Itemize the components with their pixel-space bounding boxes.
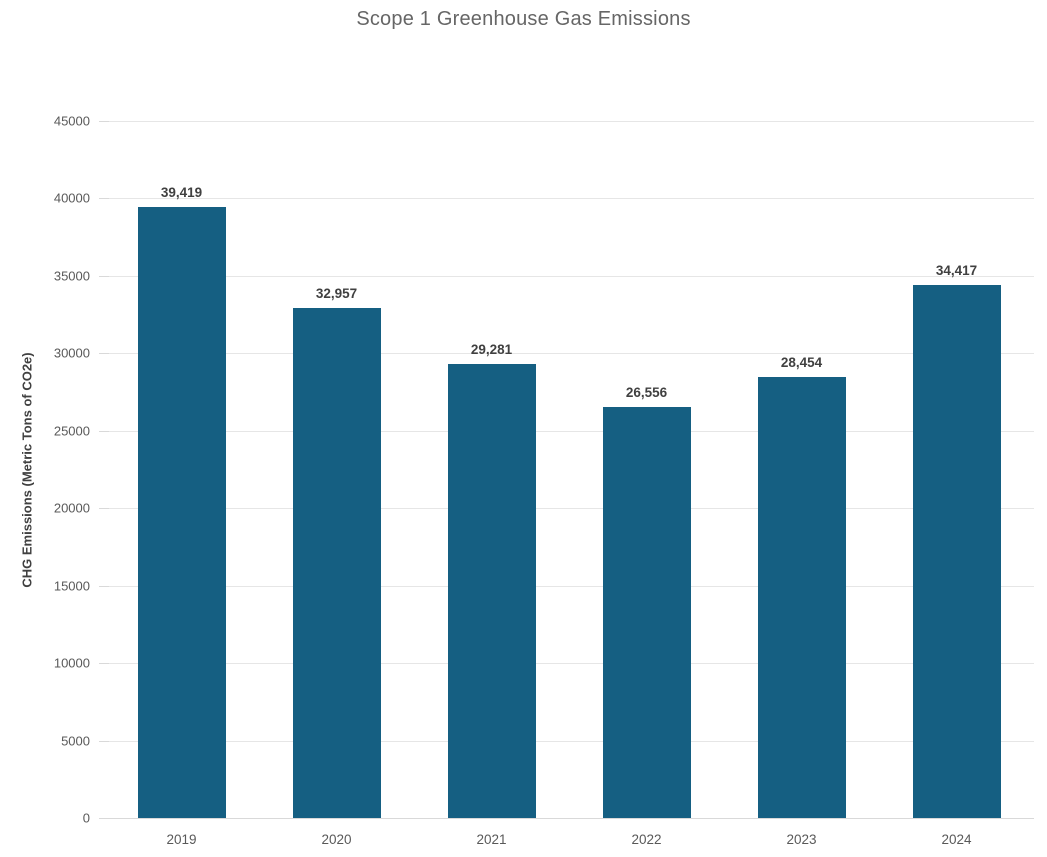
bar-value-label: 26,556: [625, 384, 668, 400]
y-tick-mark: [99, 508, 109, 510]
bar-2019: [137, 207, 226, 818]
y-tick-mark: [99, 353, 109, 355]
gridline: [104, 508, 1034, 510]
y-tick-mark: [99, 198, 109, 200]
gridline: [104, 198, 1034, 200]
bar-value-label: 32,957: [315, 285, 358, 301]
x-axis-line: [104, 818, 1034, 819]
y-tick-label: 10000: [53, 655, 90, 671]
y-tick-mark: [99, 818, 109, 819]
y-tick-mark: [99, 121, 109, 122]
x-tick-label: 2022: [631, 832, 662, 847]
x-tick-label: 2021: [476, 832, 507, 847]
bar-2021: [447, 364, 536, 818]
y-tick-mark: [99, 275, 109, 277]
gridline: [104, 663, 1034, 665]
chart-title: Scope 1 Greenhouse Gas Emissions: [356, 8, 691, 30]
bar-value-label: 28,454: [780, 355, 823, 371]
y-tick-mark: [99, 430, 109, 432]
bar-value-label: 29,281: [470, 342, 513, 358]
gridline: [104, 353, 1034, 355]
bar-2024: [912, 284, 1001, 818]
x-tick-label: 2024: [941, 832, 972, 847]
bar-value-label: 39,419: [160, 185, 203, 201]
bar-2022: [602, 406, 691, 818]
bar-2023: [757, 377, 846, 818]
x-tick-label: 2020: [321, 832, 352, 847]
y-tick-label: 45000: [53, 113, 90, 129]
y-tick-mark: [99, 740, 109, 742]
plot-area: 39,419 32,957 29,281 26,556 28,454 34,417: [99, 121, 1034, 819]
y-tick-label: 15000: [53, 578, 90, 594]
x-tick-label: 2023: [786, 832, 817, 847]
y-tick-label: 35000: [53, 268, 90, 284]
x-tick-label: 2019: [166, 832, 197, 847]
gridline: [104, 430, 1034, 432]
gridline: [104, 121, 1034, 122]
y-tick-label: 20000: [53, 500, 90, 516]
gridline: [104, 585, 1034, 587]
y-tick-label: 25000: [53, 423, 90, 439]
y-tick-label: 0: [82, 810, 90, 826]
y-tick-label: 40000: [53, 190, 90, 206]
y-tick-mark: [99, 663, 109, 665]
y-axis-title: CHG Emissions (Metric Tons of CO2e): [19, 352, 35, 588]
x-axis-tick-labels: 2019 2020 2021 2022 2023 2024: [104, 826, 1034, 850]
bar-value-label: 34,417: [935, 262, 978, 278]
bar-2020: [292, 307, 381, 818]
y-tick-label: 5000: [61, 733, 90, 749]
y-tick-mark: [99, 585, 109, 587]
y-tick-label: 30000: [53, 345, 90, 361]
gridline: [104, 740, 1034, 742]
gridline: [104, 275, 1034, 277]
